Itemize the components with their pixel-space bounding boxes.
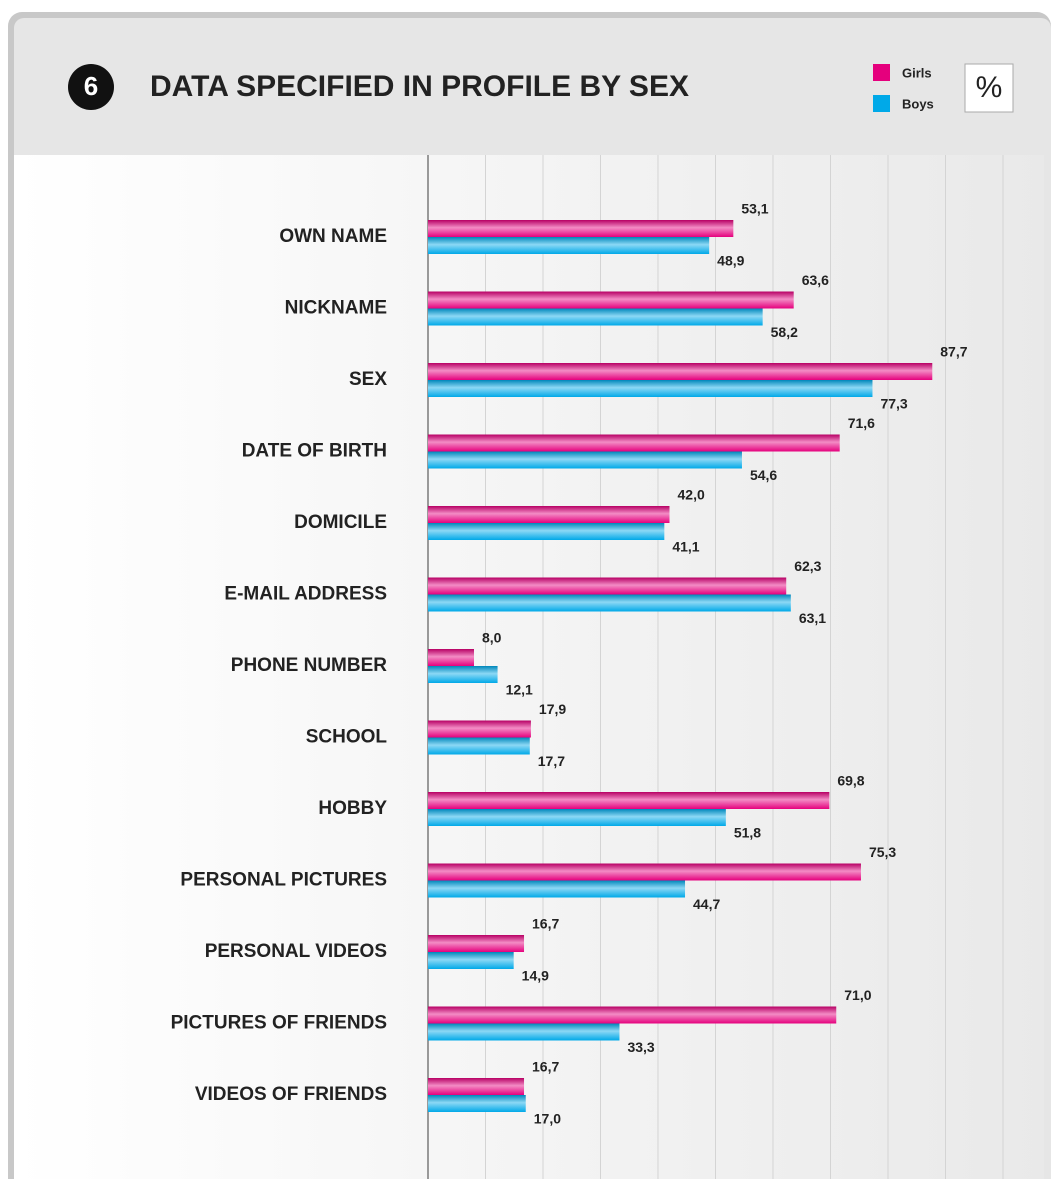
category-label: PERSONAL VIDEOS [205,941,387,962]
value-label: 51,8 [734,825,761,841]
bar [428,363,933,380]
value-label: 75,3 [869,844,896,860]
legend-swatch [873,64,890,81]
legend-label: Boys [902,96,934,111]
bar [428,291,794,309]
bar [428,308,763,326]
value-label: 87,7 [940,344,967,360]
bar [428,577,787,595]
value-label: 58,2 [771,324,798,340]
bar [428,506,670,523]
value-label: 16,7 [532,916,559,932]
category-label: NICKNAME [285,298,387,319]
value-label: 69,8 [837,773,864,789]
category-label: VIDEOS OF FRIENDS [195,1084,387,1105]
bar [428,594,791,612]
bar [428,1078,525,1095]
badge-number: 6 [84,71,98,101]
category-label: SEX [349,369,387,390]
category-label: DOMICILE [294,512,387,533]
legend-swatch [873,95,890,112]
bar [428,237,710,254]
bar [428,809,726,826]
value-label: 17,7 [538,753,565,769]
bar [428,952,514,969]
bar [428,380,873,397]
value-label: 71,0 [844,987,871,1003]
bar [428,1006,837,1024]
bar [428,737,530,755]
value-label: 77,3 [880,396,907,412]
unit-box [964,63,1014,113]
category-label: PERSONAL PICTURES [180,870,387,891]
bar [428,720,531,738]
bar [428,1095,526,1112]
bar [428,649,474,666]
bar [428,451,742,469]
bar [428,434,840,452]
value-label: 44,7 [693,896,720,912]
value-label: 8,0 [482,630,502,646]
value-label: 33,3 [627,1039,654,1055]
bar [428,880,686,898]
value-label: 63,6 [802,272,829,288]
category-label: PICTURES OF FRIENDS [171,1013,387,1034]
bar [428,523,665,540]
bar [428,1023,620,1041]
value-label: 63,1 [799,610,826,626]
bar [428,863,861,881]
value-label: 54,6 [750,467,777,483]
value-label: 53,1 [741,201,768,217]
category-label: SCHOOL [306,727,388,748]
value-label: 17,0 [534,1111,561,1127]
bar [428,666,498,683]
value-label: 48,9 [717,253,744,269]
badge [68,64,114,110]
bar [428,792,830,809]
category-label: E-MAIL ADDRESS [224,584,387,605]
value-label: 12,1 [506,682,533,698]
unit: % [976,71,1003,104]
category-label: PHONE NUMBER [231,655,388,676]
value-label: 42,0 [678,487,705,503]
category-label: DATE OF BIRTH [242,441,387,462]
legend-label: Girls [902,65,932,80]
value-label: 16,7 [532,1059,559,1075]
value-label: 41,1 [672,539,699,555]
category-label: HOBBY [318,798,387,819]
bar [428,220,734,237]
value-label: 62,3 [794,558,821,574]
value-label: 17,9 [539,701,566,717]
value-label: 14,9 [522,968,549,984]
bar [428,935,525,952]
value-label: 71,6 [848,415,875,431]
category-label: OWN NAME [279,226,387,247]
chart-title: DATA SPECIFIED IN PROFILE BY SEX [150,70,689,103]
